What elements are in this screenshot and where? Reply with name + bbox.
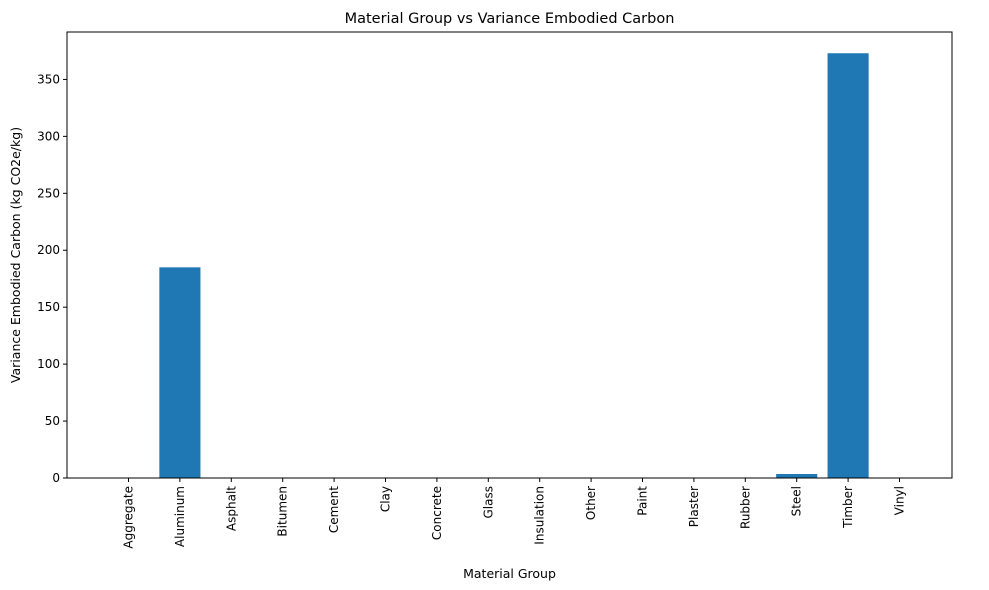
bars bbox=[159, 53, 869, 479]
y-tick-label: 0 bbox=[52, 471, 60, 485]
x-tick-label: Aggregate bbox=[122, 486, 136, 549]
y-tick-label: 200 bbox=[37, 243, 60, 257]
x-tick-label: Rubber bbox=[738, 486, 752, 529]
x-tick-label: Vinyl bbox=[893, 486, 907, 515]
y-tick-label: 150 bbox=[37, 300, 60, 314]
y-tick-label: 300 bbox=[37, 129, 60, 143]
x-tick-label: Bitumen bbox=[276, 486, 290, 537]
bar-steel bbox=[776, 474, 818, 478]
x-tick-label: Aluminum bbox=[173, 486, 187, 547]
y-axis-label: Variance Embodied Carbon (kg CO2e/kg) bbox=[8, 127, 23, 383]
y-tick-label: 100 bbox=[37, 357, 60, 371]
x-tick-label: Asphalt bbox=[224, 486, 238, 531]
x-tick-label: Concrete bbox=[430, 486, 444, 540]
x-tick-label: Clay bbox=[379, 486, 393, 512]
bar-aluminum bbox=[159, 267, 201, 478]
y-tick-label: 50 bbox=[45, 414, 60, 428]
x-tick-label: Cement bbox=[327, 486, 341, 533]
y-tick-label: 350 bbox=[37, 72, 60, 86]
y-axis: 0 50 100 150 200 250 300 350 bbox=[37, 72, 67, 485]
x-tick-label: Glass bbox=[481, 486, 495, 519]
x-tick-label: Other bbox=[584, 486, 598, 520]
x-tick-label: Plaster bbox=[687, 486, 701, 527]
x-axis-label: Material Group bbox=[463, 566, 556, 581]
chart-title: Material Group vs Variance Embodied Carb… bbox=[345, 11, 675, 27]
x-tick-label: Paint bbox=[636, 486, 650, 516]
x-axis: Aggregate Aluminum Asphalt Bitumen Cement Cla… bbox=[122, 478, 907, 549]
plot-frame bbox=[66, 31, 953, 479]
y-tick-label: 250 bbox=[37, 186, 60, 200]
x-tick-label: Insulation bbox=[533, 486, 547, 545]
x-tick-label: Steel bbox=[790, 486, 804, 516]
x-tick-label: Timber bbox=[841, 486, 855, 529]
bar-timber bbox=[827, 53, 869, 479]
